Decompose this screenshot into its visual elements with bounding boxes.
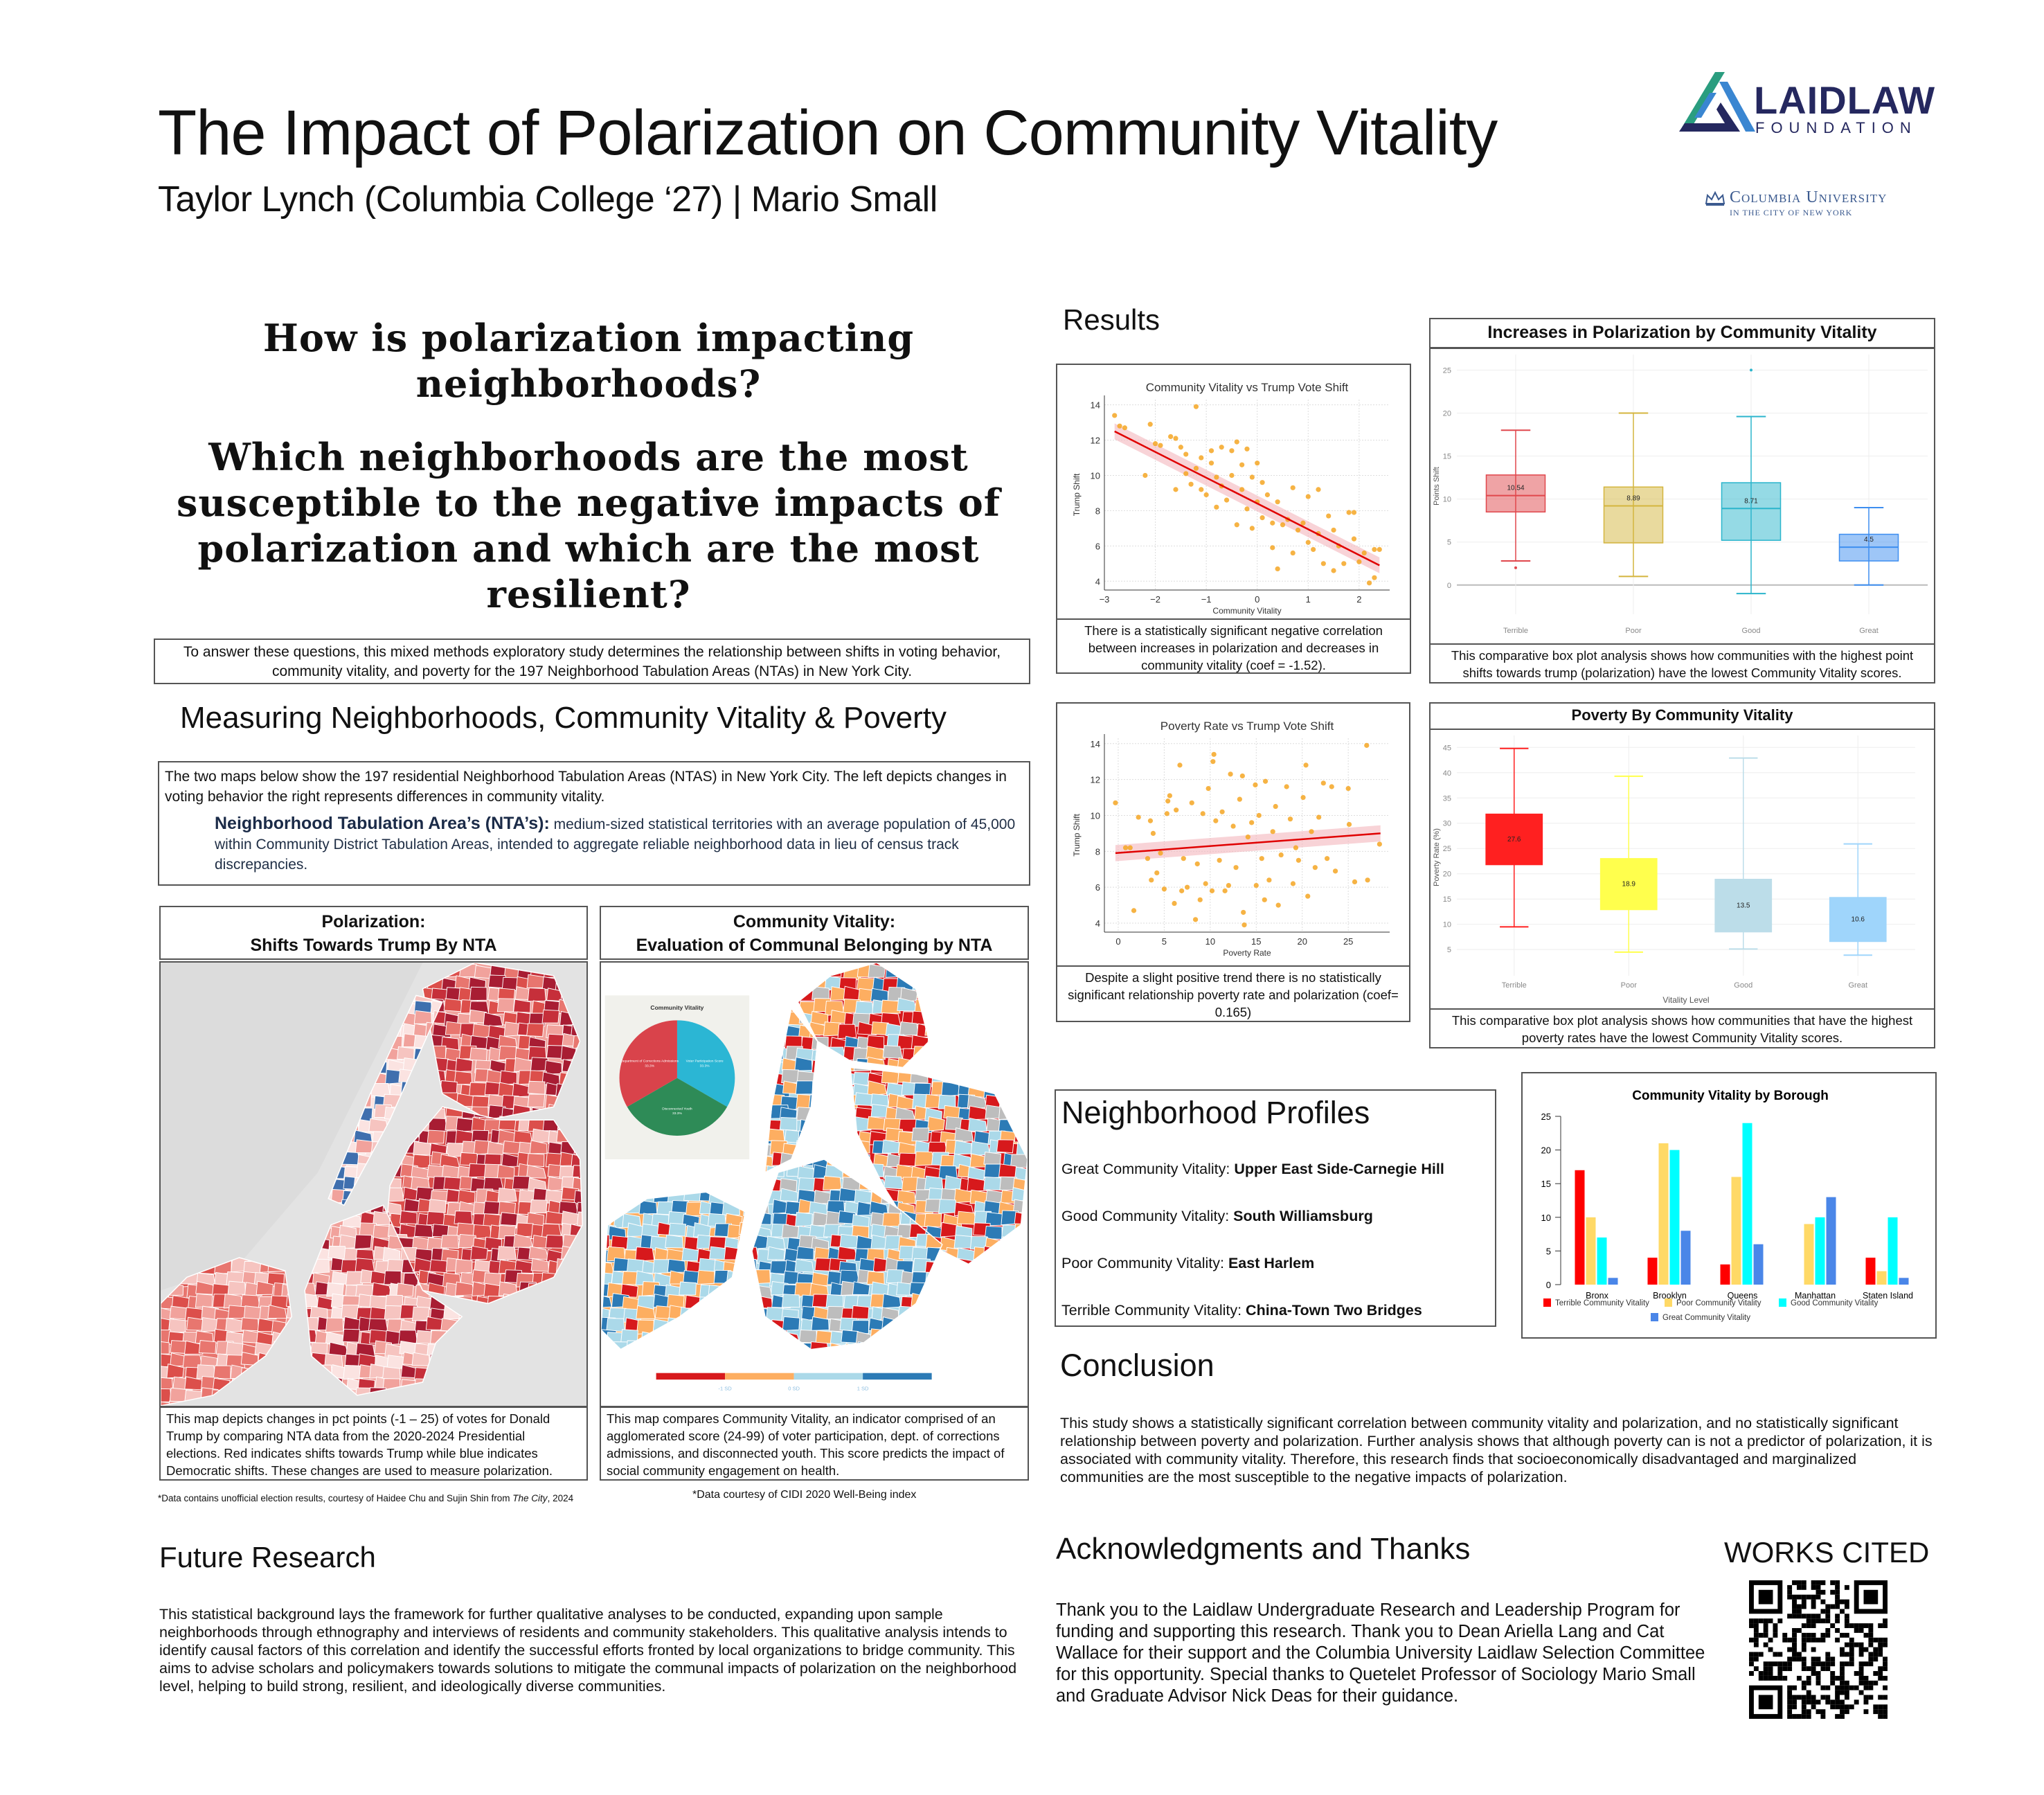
nta-area <box>427 1129 445 1144</box>
nta-area <box>573 1190 583 1204</box>
nta-area <box>341 1304 359 1319</box>
polarization-map-title: Polarization: <box>321 912 426 931</box>
nta-area <box>545 1234 564 1249</box>
nta-area <box>469 986 487 1001</box>
nta-area <box>384 1305 402 1320</box>
nta-area <box>514 1260 534 1274</box>
nta-area <box>411 1166 429 1180</box>
borough-outline <box>304 1204 463 1396</box>
measuring-heading: Measuring Neighborhoods, Community Vital… <box>180 701 947 735</box>
nta-area <box>577 1211 583 1226</box>
maps-description: The two maps below show the 197 resident… <box>165 769 1007 805</box>
nta-area <box>413 1141 433 1156</box>
research-question-1: How is polarization impacting neighborho… <box>262 316 915 406</box>
nta-area <box>469 1082 487 1096</box>
nta-area <box>497 1246 517 1260</box>
borough-outline <box>382 1106 584 1305</box>
nta-term: Neighborhood Tabulation Area’s (NTA’s): <box>215 814 550 833</box>
laidlaw-logo: LAIDLAW FOUNDATION <box>1679 69 1935 139</box>
nta-area <box>415 1186 433 1202</box>
nta-area <box>544 1060 562 1075</box>
nta-area <box>443 998 463 1012</box>
maps-description-box: The two maps below show the 197 resident… <box>158 761 1030 886</box>
borough-outline <box>328 994 443 1206</box>
nta-area <box>382 1366 401 1380</box>
nta-area <box>430 1000 442 1015</box>
nta-area <box>541 1009 560 1024</box>
nta-area <box>455 1057 473 1073</box>
nta-area <box>527 1093 546 1108</box>
nta-area <box>456 1117 474 1132</box>
nta-area <box>426 1211 446 1226</box>
nta-area <box>386 1355 404 1370</box>
nta-area <box>468 1163 487 1178</box>
laidlaw-wordmark: LAIDLAW <box>1754 78 1936 122</box>
laidlaw-triangle-icon <box>1679 72 1755 132</box>
nta-area <box>354 1234 373 1250</box>
nta-area <box>527 1080 546 1095</box>
nta-definition-text: medium-sized statistical territories wit… <box>215 816 1016 873</box>
nta-area <box>428 1199 447 1215</box>
nta-area <box>483 1012 503 1027</box>
nta-area <box>526 1153 545 1168</box>
nta-area <box>499 1070 518 1085</box>
polarization-map-subtitle: Shifts Towards Trump By NTA <box>250 936 497 955</box>
nta-area <box>454 1211 473 1225</box>
nta-area <box>526 1023 544 1037</box>
nta-area <box>483 1201 501 1215</box>
nta-area <box>399 1210 418 1224</box>
nta-area <box>526 974 545 989</box>
nta-area <box>455 1281 475 1296</box>
vitality-map-header: Community Vitality: Evaluation of Commun… <box>600 906 1029 960</box>
polarization-map <box>159 961 588 1407</box>
nta-area <box>502 1141 521 1155</box>
nta-area <box>454 1258 473 1274</box>
nta-area <box>440 1080 458 1094</box>
nta-area <box>456 1222 475 1237</box>
nta-area <box>497 1187 517 1203</box>
borough-outline <box>422 962 581 1121</box>
nta-area <box>469 1047 487 1062</box>
nta-area <box>440 1235 459 1249</box>
nta-area <box>325 1331 345 1346</box>
nta-area <box>384 1270 402 1285</box>
nta-area <box>355 1258 375 1272</box>
nta-area <box>496 998 515 1012</box>
poster-title: The Impact of Polarization on Community … <box>158 98 1498 168</box>
nta-area <box>343 1364 364 1380</box>
vitality-map-title: Community Vitality: <box>733 912 896 931</box>
intro-box: To answer these questions, this mixed me… <box>154 638 1030 684</box>
nta-definition: Neighborhood Tabulation Area’s (NTA’s): … <box>215 814 1023 875</box>
columbia-wordmark: Columbia University <box>1730 188 1888 206</box>
nta-area <box>526 1164 547 1179</box>
nta-area <box>500 1212 518 1226</box>
research-question-2: Which neighborhoods are the most suscept… <box>176 435 1001 616</box>
nta-area <box>342 1328 360 1343</box>
nta-area <box>396 1283 414 1297</box>
nta-area <box>513 999 531 1013</box>
new-jersey-land <box>161 963 423 1291</box>
columbia-subtext: IN THE CITY OF NEW YORK <box>1730 208 1853 217</box>
nta-area <box>328 1245 346 1260</box>
nta-area <box>413 1224 434 1238</box>
nta-area <box>325 1317 344 1333</box>
nta-area <box>572 1035 580 1050</box>
nta-area <box>429 1259 447 1274</box>
nta-area <box>470 1245 488 1260</box>
nta-area <box>527 988 546 1002</box>
nta-area <box>441 1165 461 1179</box>
nta-area <box>499 1045 517 1061</box>
nta-area <box>413 1010 432 1024</box>
nta-area <box>472 1024 492 1039</box>
crown-icon <box>1705 190 1725 206</box>
laidlaw-foundation-text: FOUNDATION <box>1755 119 1917 136</box>
nta-area <box>411 1306 430 1321</box>
poster-authors: Taylor Lynch (Columbia College ‘27) | Ma… <box>158 179 938 220</box>
polarization-map-header: Polarization: Shifts Towards Trump By NT… <box>159 906 588 960</box>
vitality-map-subtitle: Evaluation of Communal Belonging by NTA <box>636 936 993 955</box>
columbia-logo: Columbia University IN THE CITY OF NEW Y… <box>1705 188 1912 223</box>
nta-area <box>443 1177 462 1191</box>
nta-area <box>530 1199 548 1214</box>
